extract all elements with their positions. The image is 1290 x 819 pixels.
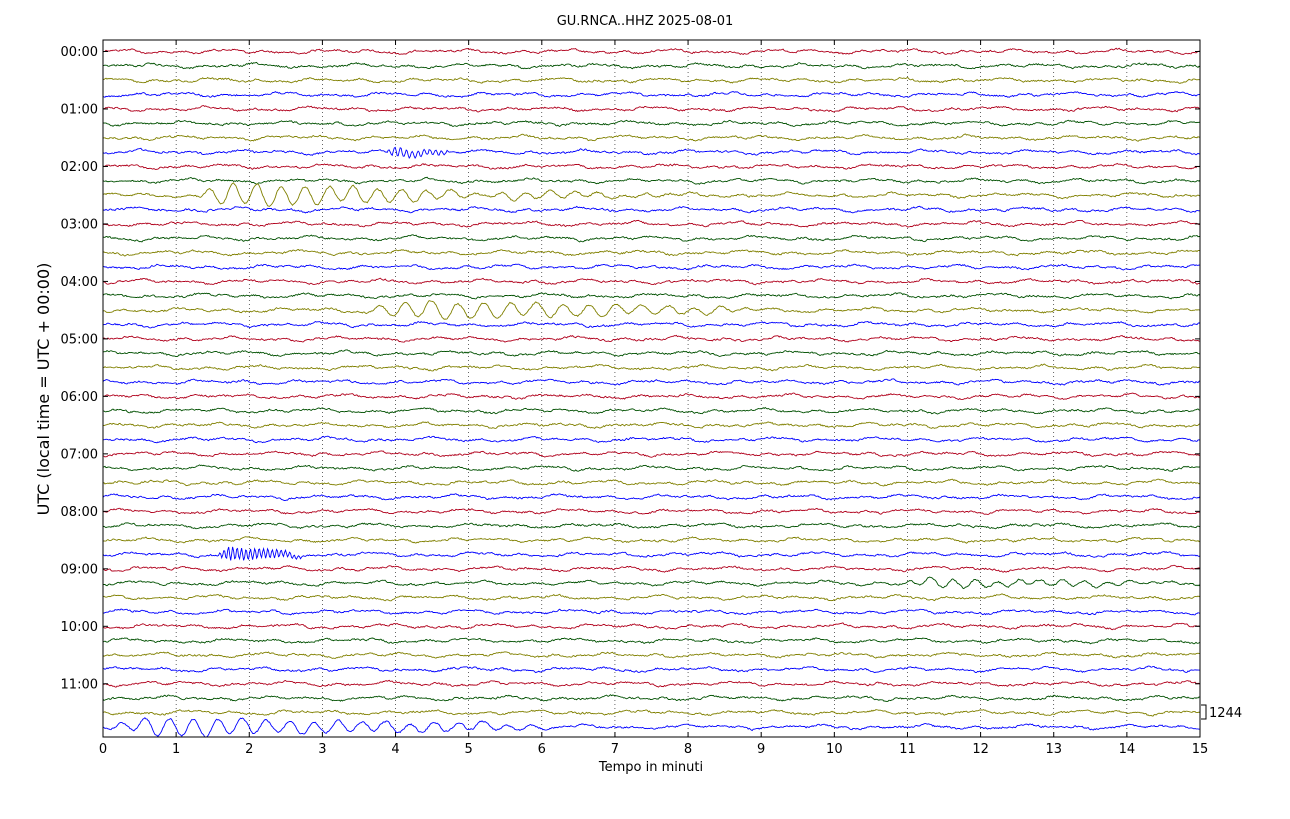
trace-line xyxy=(102,536,1201,544)
trace-line xyxy=(102,133,1201,142)
y-tick-label: 10:00 xyxy=(61,620,98,635)
trace-line xyxy=(102,622,1201,631)
trace-line xyxy=(102,406,1201,415)
y-tick-label: 04:00 xyxy=(61,275,98,290)
scale-label: 1244 xyxy=(1209,706,1242,721)
trace-line xyxy=(102,694,1201,702)
x-tick-label: 13 xyxy=(1045,742,1062,757)
trace-line xyxy=(102,651,1200,659)
trace-line xyxy=(102,292,1201,300)
trace-line xyxy=(102,478,1201,487)
x-tick-label: 5 xyxy=(465,742,473,757)
trace-line xyxy=(103,464,1201,472)
x-tick-label: 15 xyxy=(1192,742,1209,757)
trace-line xyxy=(102,435,1201,444)
y-tick-label: 02:00 xyxy=(61,160,98,175)
trace-line xyxy=(102,47,1201,56)
trace-line xyxy=(102,564,1201,573)
trace-line xyxy=(102,119,1201,128)
trace-line xyxy=(102,679,1201,688)
x-tick-label: 10 xyxy=(826,742,843,757)
trace-line xyxy=(102,76,1200,84)
x-tick-label: 8 xyxy=(684,742,692,757)
trace-line xyxy=(102,176,1201,185)
x-tick-label: 7 xyxy=(611,742,619,757)
x-tick-label: 4 xyxy=(391,742,399,757)
y-tick-label: 11:00 xyxy=(61,677,98,692)
trace-line xyxy=(102,146,1201,160)
trace-line xyxy=(102,665,1201,674)
trace-line xyxy=(102,219,1201,228)
x-tick-label: 1 xyxy=(172,742,180,757)
x-tick-label: 9 xyxy=(757,742,765,757)
trace-line xyxy=(102,576,1201,590)
trace-line xyxy=(102,205,1201,214)
y-tick-label: 00:00 xyxy=(61,45,98,60)
trace-line xyxy=(102,363,1201,372)
y-tick-label: 09:00 xyxy=(61,562,98,577)
trace-line xyxy=(102,493,1201,501)
trace-line xyxy=(102,507,1201,515)
y-tick-label: 05:00 xyxy=(61,332,98,347)
trace-line xyxy=(102,320,1201,329)
trace-line xyxy=(102,392,1201,401)
y-tick-label: 08:00 xyxy=(61,505,98,520)
x-tick-label: 0 xyxy=(99,742,107,757)
y-tick-label: 01:00 xyxy=(61,102,98,117)
x-tick-label: 14 xyxy=(1119,742,1136,757)
y-tick-label: 06:00 xyxy=(61,390,98,405)
trace-line xyxy=(102,593,1201,602)
chart-title: GU.RNCA..HHZ 2025-08-01 xyxy=(557,14,734,29)
plot-frame xyxy=(102,39,1201,738)
y-axis-label: UTC (local time = UTC + 00:00) xyxy=(34,263,53,516)
trace-line xyxy=(102,421,1201,429)
trace-line xyxy=(102,249,1201,257)
trace-line xyxy=(102,334,1201,343)
axis-ticks: 0 1 2 3 4 5 6 7 8 9 10 11 12 13 14 1500:0001:0002:0003:… xyxy=(61,40,1209,757)
trace-line xyxy=(102,717,1201,738)
trace-line xyxy=(102,300,1201,320)
trace-line xyxy=(102,277,1201,286)
trace-line xyxy=(102,234,1201,243)
y-tick-label: 07:00 xyxy=(61,447,98,462)
trace-line xyxy=(102,522,1201,530)
amplitude-scale-bar: 1244 xyxy=(1201,704,1242,721)
trace-line xyxy=(102,263,1201,271)
trace-line xyxy=(102,349,1201,358)
trace-line xyxy=(102,546,1201,561)
x-tick-label: 11 xyxy=(899,742,916,757)
trace-line xyxy=(102,608,1201,616)
trace-line xyxy=(102,91,1200,98)
trace-line xyxy=(102,61,1201,70)
x-tick-label: 12 xyxy=(972,742,989,757)
seismic-traces xyxy=(102,47,1201,738)
trace-line xyxy=(102,182,1201,207)
x-axis-label: Tempo in minuti xyxy=(598,760,703,775)
x-tick-label: 2 xyxy=(245,742,253,757)
trace-line xyxy=(102,105,1201,113)
x-tick-label: 3 xyxy=(318,742,326,757)
trace-line xyxy=(102,450,1201,458)
grid-lines xyxy=(175,40,1128,737)
trace-line xyxy=(102,637,1201,645)
y-tick-label: 03:00 xyxy=(61,217,98,232)
trace-line xyxy=(102,378,1201,386)
x-tick-label: 6 xyxy=(538,742,546,757)
trace-line xyxy=(102,709,1201,717)
trace-line xyxy=(102,162,1201,170)
